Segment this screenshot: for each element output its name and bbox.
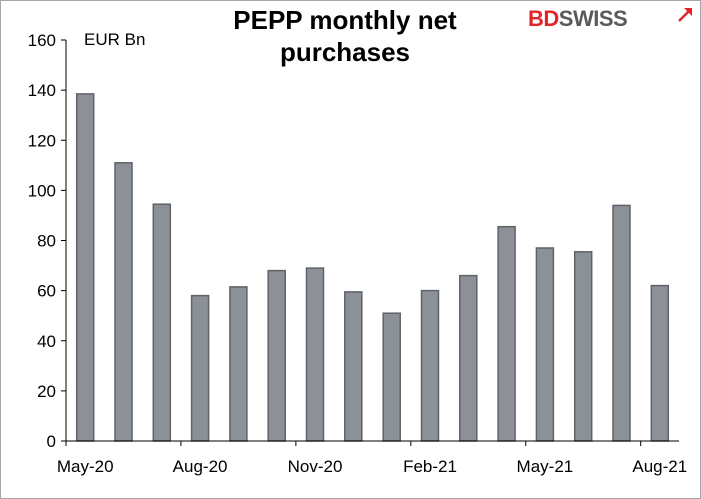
brand-logo: BDSWISS	[528, 6, 628, 32]
unit-label: EUR Bn	[84, 30, 146, 49]
bar-Aug-20	[190, 294, 210, 442]
bar-Jan-21	[382, 312, 401, 442]
x-tick-label: Aug-20	[173, 457, 228, 476]
brand-logo-part1: BD	[528, 6, 559, 31]
x-tick-label: May-20	[57, 457, 114, 476]
bar-Nov-20	[305, 267, 325, 442]
bar-Jul-21	[612, 204, 631, 442]
x-tick-label: Nov-20	[288, 457, 343, 476]
bar-Dec-20	[344, 291, 363, 442]
red-arrow-icon	[678, 8, 692, 22]
bar-Mar-21	[459, 274, 478, 442]
bar-May-20	[75, 93, 95, 442]
bar-Oct-20	[267, 269, 286, 442]
x-tick-label: Feb-21	[403, 457, 457, 476]
y-tick-label: 160	[28, 31, 56, 50]
x-tick-label: Aug-21	[632, 457, 687, 476]
y-tick-label: 60	[37, 282, 56, 301]
bar-Sep-20	[229, 286, 248, 442]
bar-Jul-20	[152, 203, 172, 442]
chart-title: PEPP monthly net purchases	[233, 5, 457, 67]
y-tick-label: 0	[47, 432, 56, 451]
bar-Aug-21	[650, 284, 670, 442]
bar-May-21	[535, 247, 555, 442]
x-tick-label: May-21	[517, 457, 574, 476]
y-tick-label: 40	[37, 332, 56, 351]
bar-Apr-21	[497, 225, 516, 442]
y-tick-label: 80	[37, 232, 56, 251]
y-tick-label: 20	[37, 382, 56, 401]
brand-logo-part2: SWISS	[558, 6, 628, 31]
bar-Jun-21	[573, 251, 593, 442]
y-tick-label: 140	[28, 81, 56, 100]
bar-Feb-21	[420, 289, 440, 442]
y-tick-label: 120	[28, 131, 56, 150]
bar-Jun-20	[114, 162, 133, 442]
y-tick-label: 100	[28, 181, 56, 200]
